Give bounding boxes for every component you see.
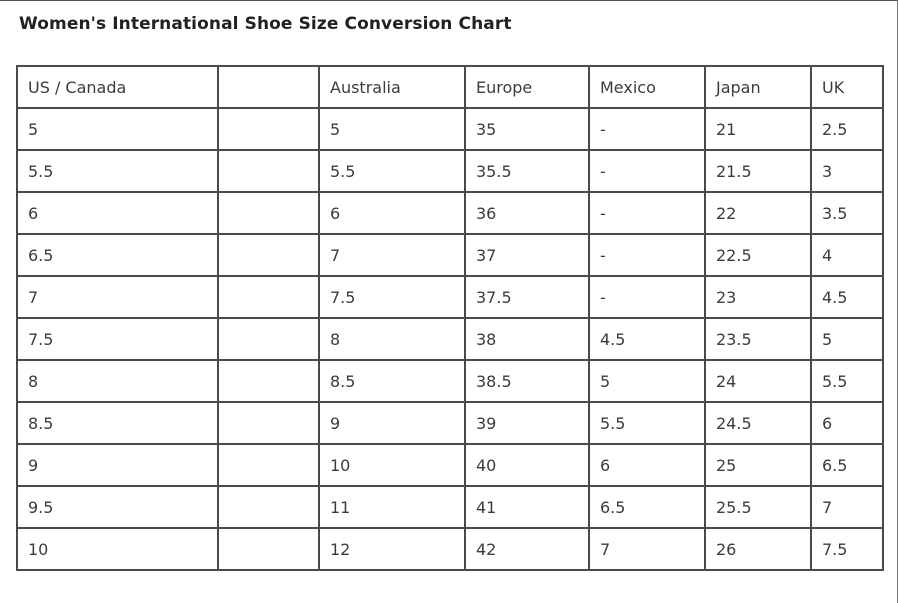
table-cell-us-canada: 6.5 (16, 233, 219, 277)
table-cell-australia: 12 (318, 527, 466, 571)
table-cell-uk: 6.5 (810, 443, 884, 487)
table-cell-japan: 24.5 (704, 401, 812, 445)
table-cell-us-canada: 7.5 (16, 317, 219, 361)
table-cell-blank (217, 149, 320, 193)
table-row: 7 7.5 37.5-23 4.5 (16, 275, 884, 319)
table-cell-blank (217, 401, 320, 445)
table-cell-europe: 40 (464, 443, 590, 487)
table-cell-uk: 2.5 (810, 107, 884, 151)
table-cell-japan: 21.5 (704, 149, 812, 193)
table-cell-europe: 36 (464, 191, 590, 235)
table-cell-us-canada: 7 (16, 275, 219, 319)
table-cell-blank (217, 317, 320, 361)
table-cell-europe: 37.5 (464, 275, 590, 319)
table-cell-australia: 6 (318, 191, 466, 235)
table-cell-blank (217, 485, 320, 529)
table-row: 8 8.5 38.5 5 24 5.5 (16, 359, 884, 403)
table-cell-blank (217, 443, 320, 487)
table-cell-australia: 7 (318, 233, 466, 277)
table-row: 6 6 36-22 3.5 (16, 191, 884, 235)
table-cell-uk: 3 (810, 149, 884, 193)
table-cell-japan: 23.5 (704, 317, 812, 361)
table-cell-japan: 22 (704, 191, 812, 235)
table-cell-blank (217, 107, 320, 151)
table-cell-europe: 35 (464, 107, 590, 151)
table-cell-blank (217, 359, 320, 403)
column-header-uk: UK (810, 65, 884, 109)
table-cell-us-canada: 6 (16, 191, 219, 235)
table-cell-mexico: - (588, 233, 706, 277)
table-cell-uk: 7.5 (810, 527, 884, 571)
table-cell-japan: 22.5 (704, 233, 812, 277)
table-cell-japan: 25.5 (704, 485, 812, 529)
table-cell-japan: 23 (704, 275, 812, 319)
table-cell-europe: 39 (464, 401, 590, 445)
table-cell-uk: 5 (810, 317, 884, 361)
table-row: 8.5 9 39 5.5 24.5 6 (16, 401, 884, 445)
table-cell-us-canada: 5 (16, 107, 219, 151)
column-header-europe: Europe (464, 65, 590, 109)
table-cell-australia: 8.5 (318, 359, 466, 403)
column-header-us-canada: US / Canada (16, 65, 219, 109)
table-cell-mexico: - (588, 191, 706, 235)
table-cell-mexico: 4.5 (588, 317, 706, 361)
table-row: 9.5 11 41 6.5 25.5 7 (16, 485, 884, 529)
table-cell-mexico: - (588, 149, 706, 193)
table-cell-uk: 6 (810, 401, 884, 445)
table-cell-japan: 25 (704, 443, 812, 487)
table-cell-europe: 38.5 (464, 359, 590, 403)
table-cell-mexico: 7 (588, 527, 706, 571)
table-row: 5 5 35-21 2.5 (16, 107, 884, 151)
table-cell-mexico: 5.5 (588, 401, 706, 445)
table-cell-japan: 26 (704, 527, 812, 571)
table-row: 10 12 42 7 26 7.5 (16, 527, 884, 571)
table-cell-australia: 5 (318, 107, 466, 151)
table-header-row: US / Canada Australia Europe Mexico Japan UK (16, 65, 884, 109)
table-cell-us-canada: 9.5 (16, 485, 219, 529)
table-cell-blank (217, 527, 320, 571)
table-cell-uk: 4.5 (810, 275, 884, 319)
table-cell-australia: 11 (318, 485, 466, 529)
table-cell-australia: 5.5 (318, 149, 466, 193)
table-cell-us-canada: 8 (16, 359, 219, 403)
column-header-blank (217, 65, 320, 109)
table-cell-mexico: - (588, 107, 706, 151)
column-header-japan: Japan (704, 65, 812, 109)
table-cell-mexico: 6.5 (588, 485, 706, 529)
table-row: 7.5 8 38 4.5 23.5 5 (16, 317, 884, 361)
table-cell-japan: 24 (704, 359, 812, 403)
table-cell-us-canada: 5.5 (16, 149, 219, 193)
table-cell-europe: 35.5 (464, 149, 590, 193)
table-cell-blank (217, 191, 320, 235)
table-row: 5.5 5.5 35.5-21.5 3 (16, 149, 884, 193)
column-header-mexico: Mexico (588, 65, 706, 109)
top-divider (0, 0, 898, 1)
size-conversion-table: US / Canada Australia Europe Mexico Japan UK 5… (16, 65, 884, 571)
table-cell-europe: 42 (464, 527, 590, 571)
table-cell-us-canada: 8.5 (16, 401, 219, 445)
column-header-australia: Australia (318, 65, 466, 109)
table-cell-australia: 7.5 (318, 275, 466, 319)
page-title: Women's International Shoe Size Conversi… (19, 14, 512, 34)
table-cell-uk: 7 (810, 485, 884, 529)
table-cell-australia: 8 (318, 317, 466, 361)
table-cell-australia: 9 (318, 401, 466, 445)
table-cell-blank (217, 275, 320, 319)
table-cell-uk: 4 (810, 233, 884, 277)
table-cell-mexico: 6 (588, 443, 706, 487)
table-cell-mexico: 5 (588, 359, 706, 403)
table-row: 9 10 40 6 25 6.5 (16, 443, 884, 487)
table-cell-europe: 41 (464, 485, 590, 529)
table-row: 6.5 7 37-22.5 4 (16, 233, 884, 277)
table-cell-europe: 37 (464, 233, 590, 277)
table-cell-blank (217, 233, 320, 277)
table-cell-europe: 38 (464, 317, 590, 361)
table-cell-mexico: - (588, 275, 706, 319)
table-cell-japan: 21 (704, 107, 812, 151)
table-cell-us-canada: 10 (16, 527, 219, 571)
table-cell-us-canada: 9 (16, 443, 219, 487)
table-cell-uk: 3.5 (810, 191, 884, 235)
table-cell-australia: 10 (318, 443, 466, 487)
table-cell-uk: 5.5 (810, 359, 884, 403)
